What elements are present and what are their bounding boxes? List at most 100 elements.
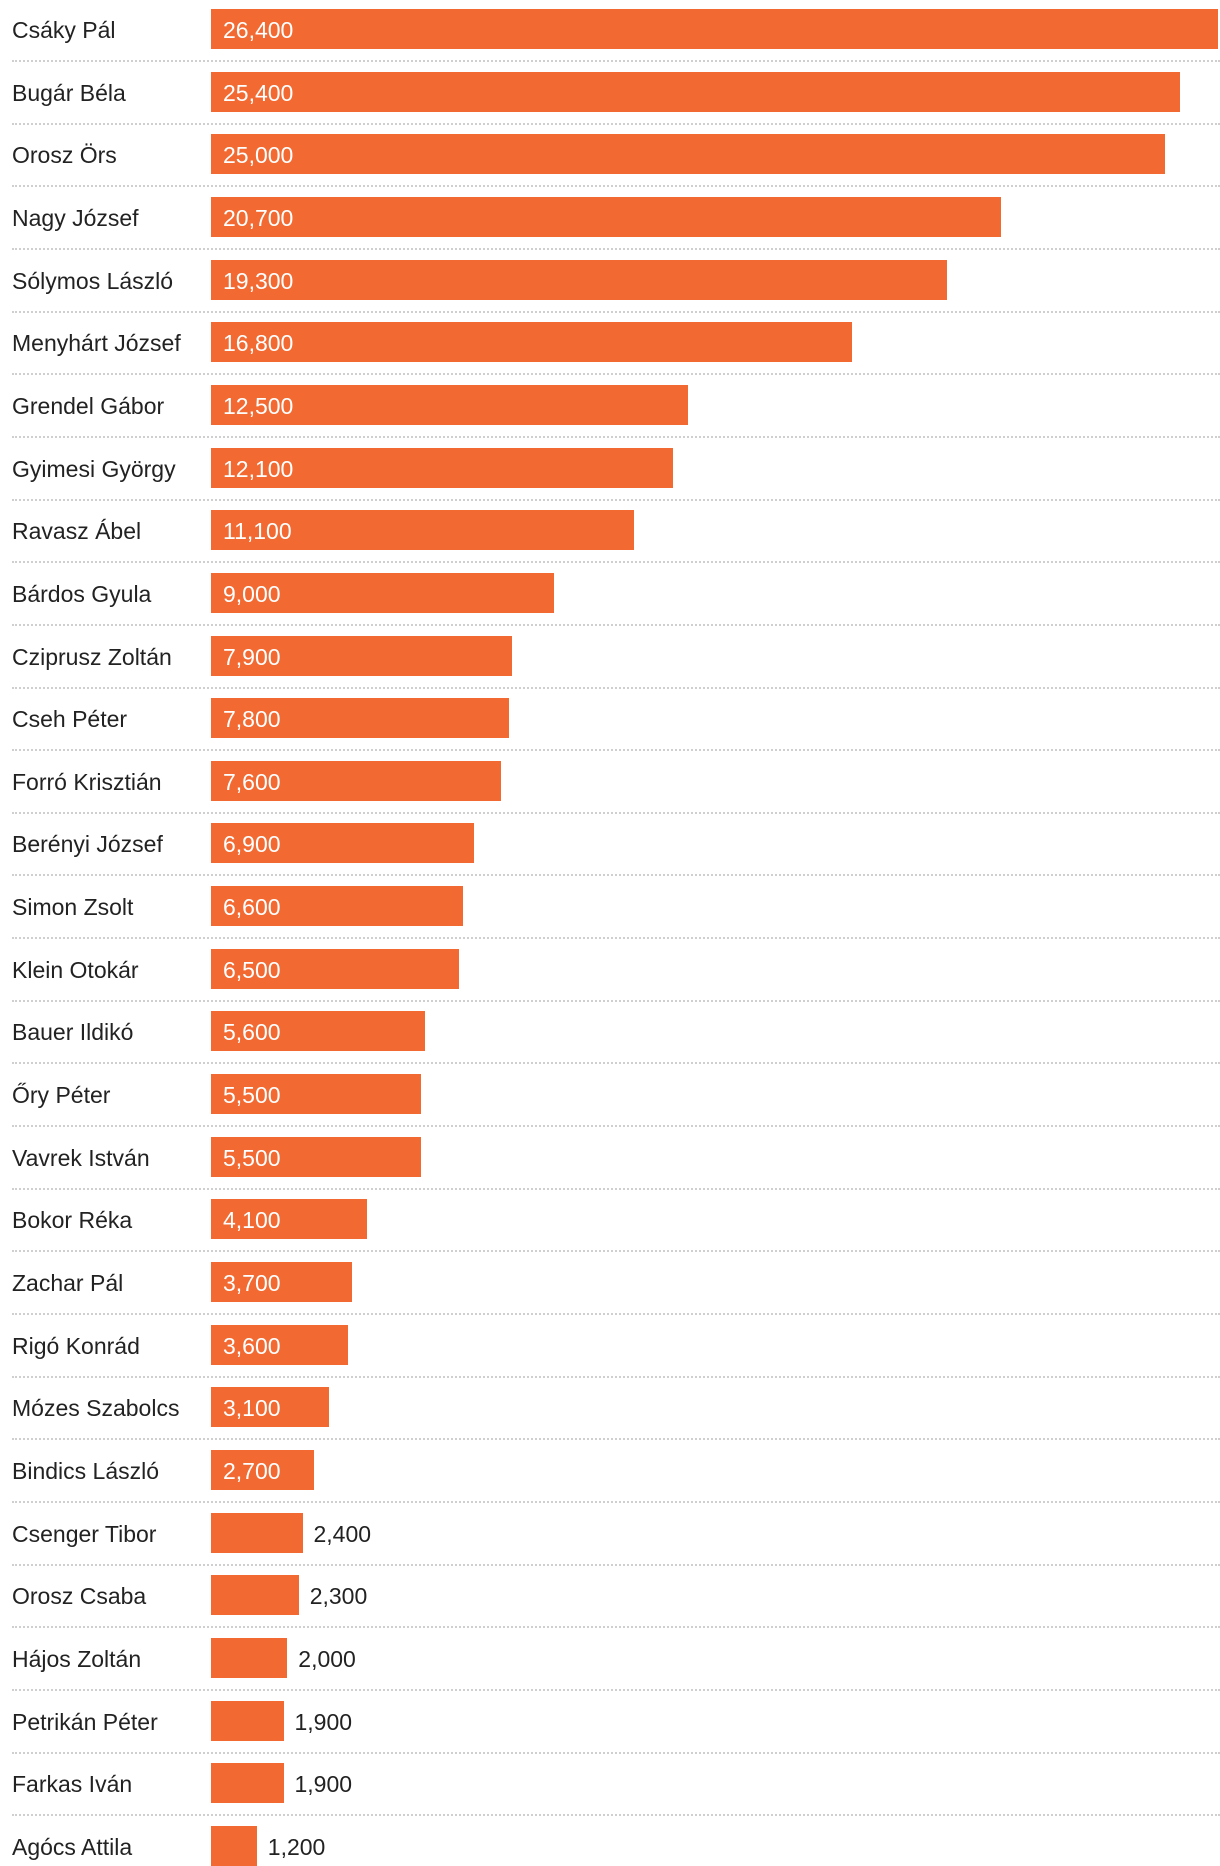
- value-label: 5,600: [223, 1019, 281, 1046]
- row-separator: [12, 1501, 1220, 1503]
- category-label: Hájos Zoltán: [12, 1645, 142, 1672]
- row-separator: [12, 1125, 1220, 1127]
- category-label: Bokor Réka: [12, 1207, 133, 1234]
- bar-row: Cziprusz Zoltán 7,900: [0, 635, 1220, 676]
- bar-row: Grendel Gábor 12,500: [0, 384, 1220, 425]
- bar: [211, 1637, 288, 1678]
- value-label: 1,900: [294, 1771, 353, 1798]
- value-label: 2,300: [309, 1583, 368, 1610]
- category-label: Berényi József: [12, 831, 163, 858]
- row-separator: [12, 749, 1220, 752]
- value-label: 6,600: [223, 894, 281, 921]
- bar-row: Simon Zsolt 6,600: [0, 886, 1220, 927]
- value-label: 1,900: [294, 1708, 353, 1735]
- bar: [211, 1011, 425, 1052]
- bar: [211, 1387, 330, 1428]
- category-label: Cseh Péter: [12, 706, 128, 733]
- bar: [211, 1449, 314, 1490]
- value-label: 11,100: [223, 518, 292, 545]
- bar-row: Agócs Attila 1,200: [0, 1825, 1220, 1866]
- value-label: 5,500: [223, 1082, 281, 1109]
- bar: [211, 698, 509, 739]
- category-label: Cziprusz Zoltán: [12, 643, 172, 670]
- value-label: 26,400: [223, 17, 294, 43]
- row-separator: [12, 937, 1220, 940]
- category-label: Bindics László: [12, 1457, 160, 1484]
- row-separator: [12, 1250, 1220, 1253]
- value-label: 7,800: [223, 706, 281, 733]
- value-label: 7,900: [223, 643, 281, 670]
- value-label: 19,300: [223, 267, 294, 294]
- bar: [211, 1763, 284, 1804]
- row-separator: [12, 1375, 1220, 1378]
- bar: [211, 134, 1165, 175]
- category-label: Nagy József: [12, 204, 139, 231]
- value-label: 3,600: [223, 1332, 281, 1359]
- bar-row: Rigó Konrád 3,600: [0, 1324, 1220, 1365]
- category-label: Ravasz Ábel: [12, 518, 142, 545]
- bar-row: Zachar Pál 3,700: [0, 1262, 1220, 1302]
- bar: [211, 1074, 421, 1115]
- row-separator: [12, 1626, 1220, 1629]
- category-label: Klein Otokár: [12, 956, 139, 983]
- bar: [211, 886, 463, 927]
- bar: [211, 1136, 421, 1177]
- bar: [211, 635, 513, 676]
- value-label: 20,700: [223, 204, 294, 231]
- bar-row: Gyimesi György 12,100: [0, 447, 1220, 488]
- bar-row: Csenger Tibor 2,400: [0, 1512, 1220, 1553]
- value-label: 3,100: [223, 1395, 281, 1422]
- row-separator: [12, 874, 1220, 877]
- row-separator: [12, 1751, 1220, 1754]
- category-label: Csáky Pál: [12, 17, 116, 43]
- row-separator: [12, 1688, 1220, 1691]
- row-separator: [12, 1814, 1220, 1817]
- bar: [211, 1700, 284, 1741]
- row-separator: [12, 1438, 1220, 1441]
- row-separator: [12, 1062, 1220, 1065]
- category-label: Sólymos László: [12, 267, 174, 294]
- bar: [211, 1575, 299, 1616]
- bar-row: Menyhárt József 16,800: [0, 322, 1220, 363]
- category-label: Mózes Szabolcs: [12, 1395, 180, 1422]
- row-separator: [12, 185, 1220, 188]
- row-separator: [12, 247, 1220, 250]
- value-label: 7,600: [223, 768, 281, 795]
- bar-row: Orosz Örs 25,000: [0, 134, 1220, 175]
- bar-row: Sólymos László 19,300: [0, 259, 1220, 300]
- row-separator: [12, 435, 1220, 438]
- value-label: 25,400: [223, 79, 294, 106]
- bar: [211, 572, 555, 613]
- bar-row: Bárdos Gyula 9,000: [0, 572, 1220, 613]
- row-separator: [12, 999, 1220, 1002]
- bar-row: Klein Otokár 6,500: [0, 948, 1220, 989]
- value-label: 12,500: [223, 392, 294, 419]
- value-label: 6,500: [223, 956, 281, 983]
- bar: [211, 1825, 257, 1866]
- value-label: 2,400: [313, 1520, 372, 1547]
- bar: [211, 71, 1180, 112]
- category-label: Simon Zsolt: [12, 894, 134, 921]
- row-separator: [12, 623, 1220, 626]
- bar: [211, 760, 501, 801]
- bar-row: Bauer Ildikó 5,600: [0, 1011, 1220, 1052]
- bar-row: Forró Krisztián 7,600: [0, 760, 1220, 801]
- bar-row: Cseh Péter 7,800: [0, 698, 1220, 739]
- bar-row: Vavrek István 5,500: [0, 1136, 1220, 1177]
- bar-row: Petrikán Péter 1,900: [0, 1700, 1220, 1741]
- row-separator: [12, 498, 1220, 501]
- row-separator: [12, 1313, 1220, 1315]
- bar-row: Hájos Zoltán 2,000: [0, 1637, 1220, 1678]
- bar: [211, 1262, 353, 1302]
- row-separator: [12, 310, 1220, 313]
- row-separator: [12, 373, 1220, 376]
- bar-row: Berényi József 6,900: [0, 823, 1220, 864]
- value-label: 2,700: [223, 1457, 281, 1484]
- value-label: 4,100: [223, 1207, 281, 1234]
- bar: [211, 510, 635, 551]
- category-label: Zachar Pál: [12, 1270, 124, 1296]
- row-separator: [12, 1563, 1220, 1566]
- bar: [211, 1324, 349, 1365]
- bar: [211, 823, 475, 864]
